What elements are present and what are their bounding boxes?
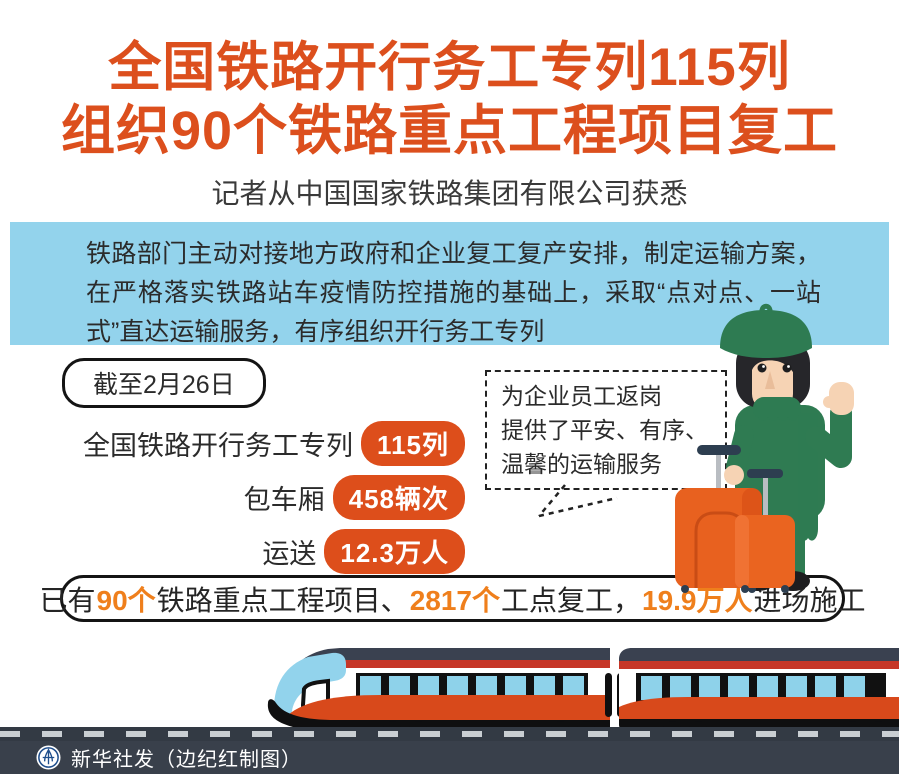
page-title: 全国铁路开行务工专列115列 组织90个铁路重点工程项目复工 [0,36,899,162]
speech-bubble-tail [538,484,618,518]
xinhua-logo-icon [36,745,61,770]
bottom-stat-text: 进场施工 [753,584,866,616]
railway-ties [0,731,899,737]
stat-label: 运送 [262,539,317,569]
bottom-stat-text: 已有 [39,584,96,616]
stat-row-carriages: 包车厢 458辆次 [244,475,465,520]
high-speed-train-illustration [267,648,899,739]
bottom-stat-highlight: 90个 [96,584,156,616]
speech-bubble: 为企业员工返岗 提供了平安、有序、 温馨的运输服务 [485,370,727,490]
stat-row-trains: 全国铁路开行务工专列 115列 [83,421,465,466]
stats-list: 全国铁路开行务工专列 115列 包车厢 458辆次 运送 12.3万人 [60,421,465,574]
bubble-line: 温馨的运输服务 [501,451,662,477]
stat-label: 包车厢 [243,485,325,515]
bottom-stat-highlight: 2817个 [409,584,500,616]
footer-credit: 新华社发（边纪红制图） [71,749,302,771]
stat-value-pill: 115列 [361,421,465,466]
title-line-1: 全国铁路开行务工专列115列 [108,38,791,97]
subtitle: 记者从中国国家铁路集团有限公司获悉 [211,178,688,209]
bottom-stat-text: 工点复工， [500,584,641,616]
intro-panel: 铁路部门主动对接地方政府和企业复工复产安排，制定运输方案，在严格落实铁路站车疫情… [10,222,889,346]
bottom-stat-highlight: 19.9万人 [642,584,753,616]
railway-track [0,727,899,741]
stat-value-pill: 12.3万人 [324,529,465,574]
stat-label: 全国铁路开行务工专列 [83,431,354,461]
title-line-2: 组织90个铁路重点工程项目复工 [60,101,839,161]
bubble-line: 提供了平安、有序、 [501,417,708,443]
intro-text: 铁路部门主动对接地方政府和企业复工复产安排，制定运输方案，在严格落实铁路站车疫情… [86,240,821,346]
worker-with-luggage-illustration [675,303,854,593]
bottom-stat-text: 铁路重点工程项目、 [156,584,409,616]
footer-bar: 新华社发（边纪红制图） [0,741,899,774]
bubble-line: 为企业员工返岗 [501,383,662,409]
stat-value-pill: 458辆次 [332,475,465,520]
stat-row-passengers: 运送 12.3万人 [262,529,465,574]
date-badge: 截至2月26日 [62,358,266,408]
